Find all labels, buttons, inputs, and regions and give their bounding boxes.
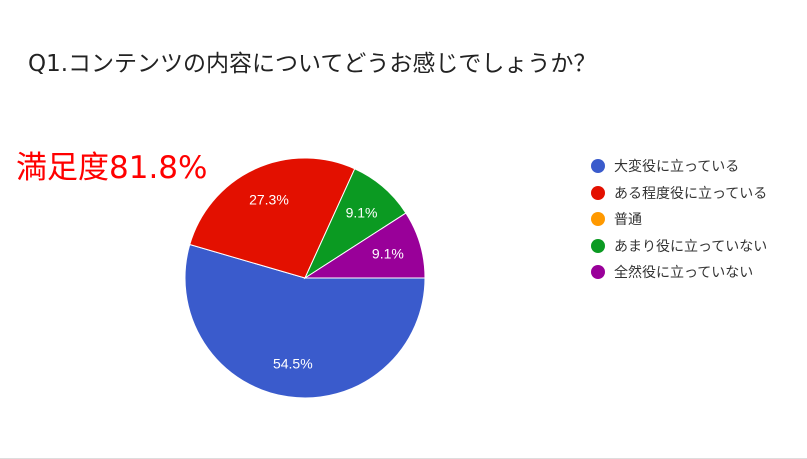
data-label: 54.5% [273, 356, 313, 372]
legend-swatch [591, 238, 605, 253]
data-label: 9.1% [372, 246, 404, 262]
legend-item[interactable]: あまり役に立っていない [591, 233, 767, 260]
legend-swatch [591, 159, 605, 174]
legend-item[interactable]: 普通 [591, 206, 767, 233]
legend-item[interactable]: ある程度役に立っている [591, 180, 767, 207]
pie-slice-0[interactable] [184, 243, 426, 399]
legend-item[interactable]: 全然役に立っていない [591, 259, 767, 286]
legend-label: 全然役に立っていない [614, 265, 754, 282]
satisfaction-annotation: 満足度81.8% [16, 150, 208, 186]
legend-swatch [591, 212, 605, 227]
legend-label: 普通 [614, 212, 642, 229]
chart-title: Q1.コンテンツの内容についてどうお感じでしょうか？ [28, 51, 597, 77]
legend-swatch [591, 265, 605, 280]
legend-label: あまり役に立っていない [614, 238, 768, 255]
pie-slice-1[interactable] [189, 157, 356, 279]
legend-label: ある程度役に立っている [614, 185, 768, 202]
legend-swatch [591, 185, 605, 200]
pie-slice-4[interactable] [303, 212, 426, 279]
legend-label: 大変役に立っている [614, 159, 740, 176]
legend: 大変役に立っているある程度役に立っている 普通あまり役に立っていない 全然役に立って… [591, 153, 767, 286]
data-label: 9.1% [346, 205, 378, 221]
data-label: 27.3% [249, 191, 289, 207]
legend-item[interactable]: 大変役に立っている [591, 153, 767, 180]
